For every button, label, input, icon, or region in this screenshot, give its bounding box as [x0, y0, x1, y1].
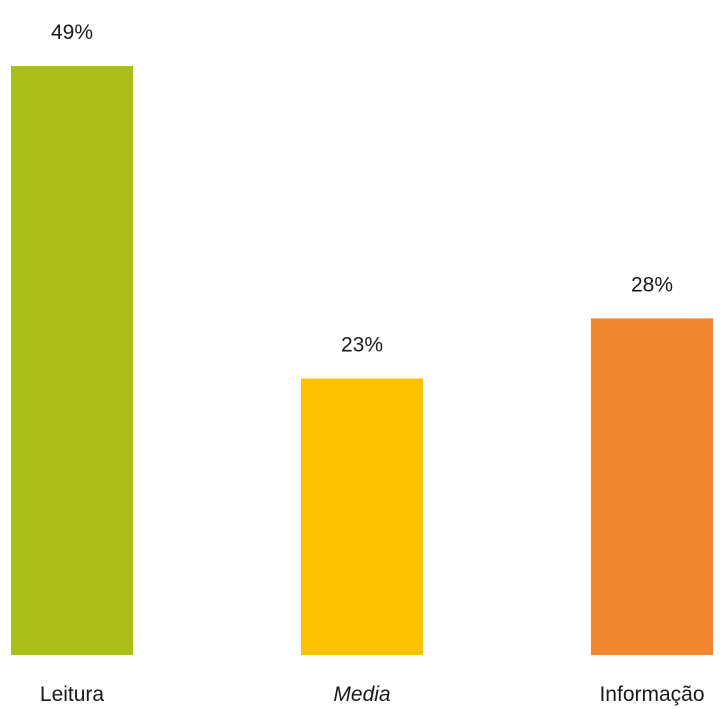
- bars-group: [11, 66, 713, 655]
- value-label: 28%: [631, 273, 673, 296]
- value-labels-group: 49% 23% 28%: [51, 21, 673, 357]
- value-label: 23%: [341, 334, 383, 357]
- bar-media: [301, 378, 423, 655]
- category-label: Leitura: [40, 683, 105, 706]
- bar-informa-o: [591, 318, 713, 655]
- value-label: 49%: [51, 21, 93, 44]
- category-label: Informação: [599, 683, 704, 706]
- category-label: Media: [333, 683, 390, 706]
- bar-leitura: [11, 66, 133, 655]
- category-labels-group: Leitura Media Informação: [40, 683, 705, 706]
